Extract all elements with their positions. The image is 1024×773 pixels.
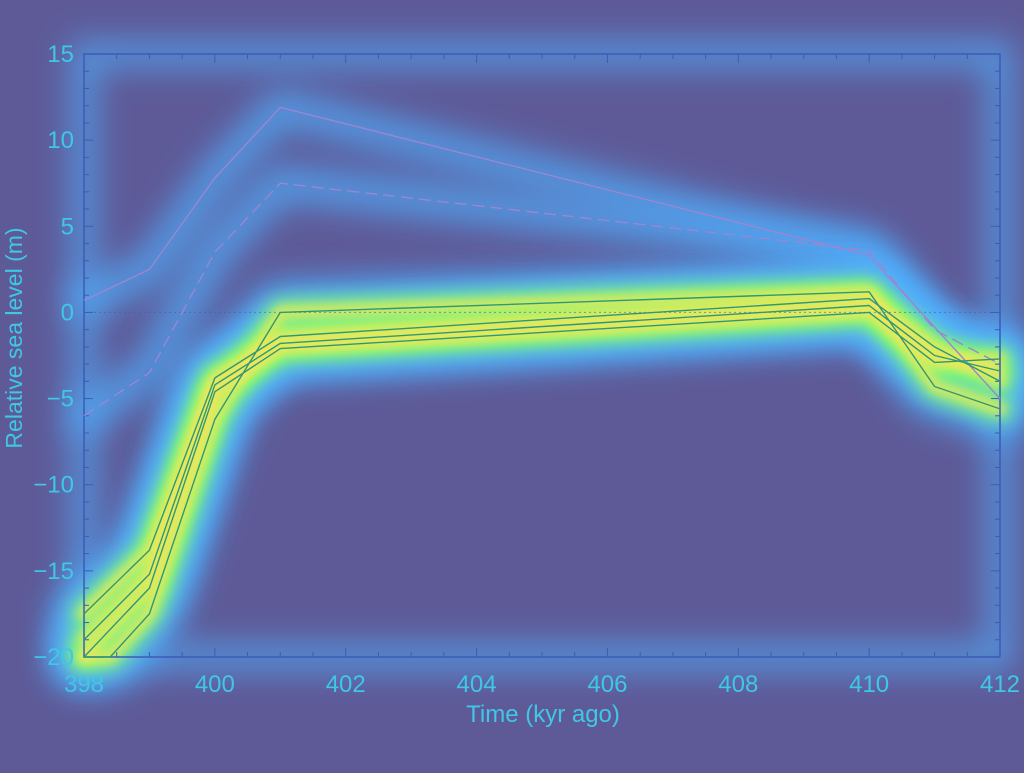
y-tick-label: 5 [61, 213, 74, 240]
series-line-5 [83, 311, 1001, 658]
series-line-3 [83, 297, 1001, 615]
x-tick-label: 404 [457, 671, 497, 698]
heat-glow-layer [54, 41, 1024, 687]
series-lines [83, 106, 1001, 658]
series-line-0 [83, 106, 1001, 400]
x-tick-label: 408 [718, 671, 758, 698]
y-tick-label: 10 [47, 127, 74, 154]
series-line-1 [83, 182, 1001, 417]
y-tick-label: 15 [47, 41, 74, 68]
y-tick-label: −15 [33, 558, 74, 585]
series-line-2 [84, 291, 1001, 658]
axes: 398 400 402 404 406 408 410 412 15 10 5 0 −5 −10 −15 −2… [33, 41, 1020, 698]
x-tick-label: 412 [980, 671, 1020, 698]
x-tick-label: 402 [326, 671, 366, 698]
y-tick-label: −20 [33, 644, 74, 671]
series-line-4 [83, 304, 1001, 641]
x-axis-label: Time (kyr ago) [466, 701, 620, 728]
y-tick-label: 0 [61, 299, 74, 326]
x-tick-label: 406 [587, 671, 627, 698]
y-tick-label: −10 [33, 472, 74, 499]
axis-labels: Time (kyr ago) Relative sea level (m) [1, 227, 620, 728]
x-tick-label: 398 [64, 671, 104, 698]
x-tick-label: 400 [195, 671, 235, 698]
y-tick-label: −5 [47, 386, 74, 413]
x-tick-label: 410 [849, 671, 889, 698]
y-axis-label: Relative sea level (m) [1, 227, 27, 448]
